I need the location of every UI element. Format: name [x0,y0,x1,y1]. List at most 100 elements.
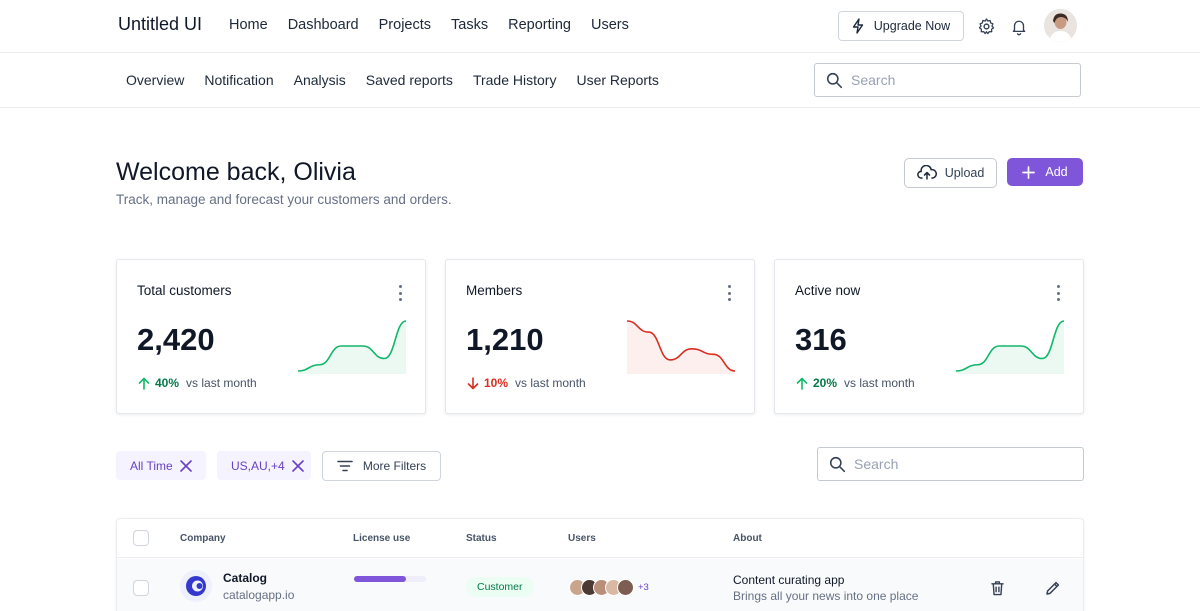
license-progress-bar [354,576,426,582]
status-badge: Customer [466,577,534,597]
stat-card-members: Members 1,210 10% vs last month [445,259,755,414]
about-title: Content curating app [733,573,845,587]
subnav-item-user-reports[interactable]: User Reports [576,72,659,88]
stat-change-vs: vs last month [844,376,915,390]
table-search-input[interactable] [854,456,1054,472]
stat-change: 10% vs last month [467,376,586,390]
gear-icon [978,17,994,34]
more-vertical-icon[interactable] [724,285,734,301]
close-icon[interactable] [179,459,193,473]
stat-change: 20% vs last month [796,376,915,390]
license-progress-fill [354,576,406,582]
company-logo [180,570,212,602]
subnav-item-trade-history[interactable]: Trade History [472,72,557,88]
column-header-status[interactable]: Status [466,533,497,544]
sparkline-chart [626,320,736,374]
stat-value: 2,420 [137,322,215,357]
nav-item-tasks[interactable]: Tasks [451,17,489,33]
stat-change-percent: 40% [155,376,180,390]
table-row[interactable]: Catalog catalogapp.io Customer +3 Conten… [117,559,1083,611]
sparkline-area [627,321,735,374]
edit-button[interactable] [1044,579,1062,597]
user-avatar[interactable] [1044,9,1077,42]
top-search-input[interactable] [851,72,1051,88]
nav-item-reporting[interactable]: Reporting [508,17,571,33]
subnav-item-analysis[interactable]: Analysis [293,72,346,88]
user-avatar-group[interactable]: +3 [569,579,649,596]
notifications-button[interactable] [1008,15,1030,37]
main-nav: Home Dashboard Projects Tasks Reporting … [229,17,629,33]
page-subtitle: Track, manage and forecast your customer… [116,192,452,207]
stat-change-vs: vs last month [515,376,586,390]
nav-item-users[interactable]: Users [590,17,629,33]
cloud-upload-icon [916,165,937,180]
subnav-item-notification[interactable]: Notification [204,72,274,88]
stat-value: 1,210 [466,322,544,357]
more-vertical-icon[interactable] [1053,285,1063,301]
page-title: Welcome back, Olivia [116,158,356,186]
row-checkbox[interactable] [133,580,149,596]
select-all-checkbox[interactable] [133,530,149,546]
add-button[interactable]: Add [1007,158,1083,186]
filter-chip-label: All Time [130,458,173,473]
top-search-box[interactable] [814,63,1081,97]
user-avatar [617,579,634,596]
upload-button[interactable]: Upload [904,158,997,188]
stat-card-total-customers: Total customers 2,420 40% vs last month [116,259,426,414]
column-header-about[interactable]: About [733,533,762,544]
stat-title: Members [466,283,523,298]
brand-logo[interactable]: Untitled UI [118,14,203,34]
nav-item-home[interactable]: Home [229,17,268,33]
stat-change-percent: 20% [813,376,838,390]
stat-change-percent: 10% [484,376,509,390]
more-filters-label: More Filters [362,459,427,473]
search-icon [826,72,843,88]
column-header-license[interactable]: License use [353,533,411,544]
sparkline-line [297,320,407,372]
filter-chip-region[interactable]: US,AU,+4 [217,451,311,480]
stat-card-active-now: Active now 316 20% vs last month [774,259,1084,414]
users-more-count: +3 [638,582,649,593]
column-header-users[interactable]: Users [568,533,596,544]
arrow-down-icon [467,376,479,389]
filter-chip-all-time[interactable]: All Time [116,451,206,480]
bell-icon [1012,20,1026,35]
column-header-company[interactable]: Company [180,533,226,544]
sparkline-chart [297,320,407,374]
stat-title: Active now [795,283,861,298]
top-navbar: Untitled UI Home Dashboard Projects Task… [0,0,1200,53]
delete-button[interactable] [988,579,1006,597]
subnav-item-saved-reports[interactable]: Saved reports [365,72,453,88]
upgrade-now-label: Upgrade Now [873,19,951,33]
arrow-up-icon [138,377,150,390]
catalog-logo-icon [186,576,206,596]
close-icon[interactable] [291,459,305,473]
add-label: Add [1045,165,1068,179]
sparkline-area [298,321,406,374]
search-icon [829,456,846,472]
settings-button[interactable] [975,15,997,37]
table-search-box[interactable] [817,447,1084,481]
more-vertical-icon[interactable] [395,285,405,301]
filter-chip-label: US,AU,+4 [231,458,285,473]
more-filters-button[interactable]: More Filters [322,451,441,481]
arrow-up-icon [796,377,808,390]
avatar-photo-icon [1044,9,1077,42]
subnav: Overview Notification Analysis Saved rep… [126,72,659,88]
stat-change-vs: vs last month [186,376,257,390]
company-name: Catalog [223,571,268,585]
table-header: Company License use Status Users About [117,519,1083,558]
upgrade-now-button[interactable]: Upgrade Now [838,11,964,41]
plus-icon [1022,165,1036,179]
company-url[interactable]: catalogapp.io [223,588,295,602]
nav-item-projects[interactable]: Projects [378,17,432,33]
secondary-navbar: Overview Notification Analysis Saved rep… [0,53,1200,108]
subnav-item-overview[interactable]: Overview [126,72,185,88]
pencil-icon [1046,581,1060,595]
stat-title: Total customers [137,283,232,298]
sparkline-line [955,320,1065,372]
nav-item-dashboard[interactable]: Dashboard [287,17,359,33]
about-description: Brings all your news into one place [733,589,919,603]
filter-lines-icon [337,460,353,472]
trash-icon [990,581,1004,596]
